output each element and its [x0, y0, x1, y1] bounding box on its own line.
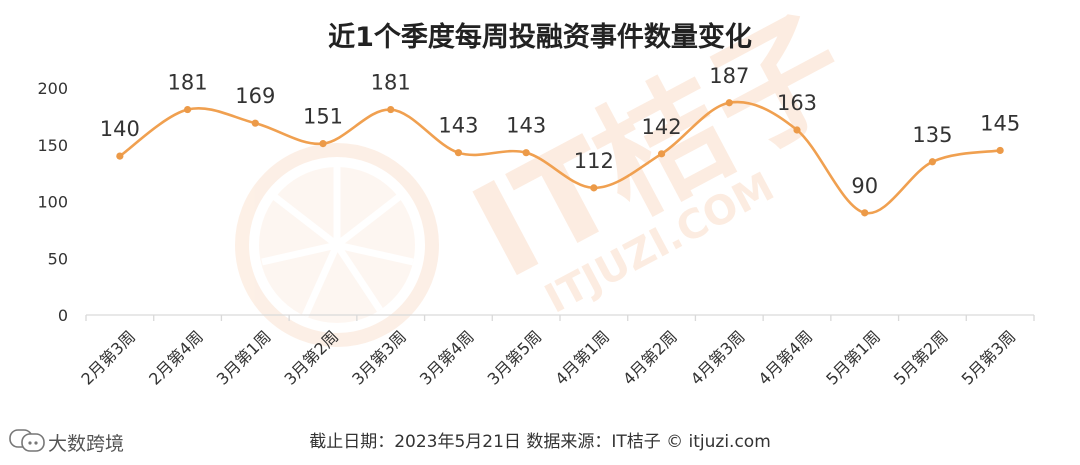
data-point: [928, 158, 937, 166]
data-label: 90: [851, 174, 878, 198]
series-line: [119, 100, 1001, 215]
x-tick-label: 5月第1周: [822, 327, 884, 389]
x-tick-label: 4月第4周: [755, 327, 817, 389]
data-point: [996, 146, 1004, 155]
data-point: [793, 126, 801, 134]
data-label: 187: [709, 64, 749, 88]
data-point: [522, 149, 530, 157]
x-tick-label: 3月第1周: [213, 327, 275, 389]
y-tick-label: 100: [37, 193, 68, 212]
data-label: 163: [777, 91, 817, 115]
x-tick-label: 3月第4周: [416, 327, 478, 389]
y-tick-label: 0: [58, 306, 68, 325]
data-label: 169: [235, 84, 275, 108]
y-axis: 0 50 100 150 200: [37, 79, 68, 325]
x-tick-label: 3月第5周: [484, 327, 546, 389]
y-tick-label: 200: [37, 79, 68, 98]
data-point: [251, 119, 259, 127]
x-tick-label: 5月第3周: [958, 327, 1020, 389]
data-point: [861, 209, 869, 217]
data-point: [183, 105, 192, 114]
footer-source: 截止日期：2023年5月21日 数据来源：IT桔子 © itjuzi.com: [309, 432, 771, 452]
corner-brand-text: 大数跨境: [48, 433, 124, 455]
x-tick-label: 5月第2周: [890, 327, 952, 389]
y-tick-label: 150: [37, 136, 68, 155]
y-tick-label: 50: [48, 249, 68, 268]
chart-title: 近1个季度每周投融资事件数量变化: [328, 21, 752, 53]
data-label: 181: [371, 71, 411, 95]
data-label: 135: [912, 123, 952, 147]
x-tick-label: 2月第3周: [77, 327, 139, 389]
orange-slice-logo: [235, 143, 439, 347]
x-tick-label: 4月第3周: [687, 327, 749, 389]
data-point: [590, 184, 598, 192]
data-label: 145: [980, 111, 1020, 135]
data-label: 142: [642, 115, 682, 139]
data-label: 181: [168, 71, 208, 95]
data-point: [319, 140, 327, 148]
data-point: [387, 105, 395, 114]
x-tick-label: 2月第4周: [145, 327, 207, 389]
x-tick-label: 4月第1周: [551, 327, 613, 389]
x-axis: 2月第3周 2月第4周 3月第1周 3月第2周 3月第3周 3月第4周 3月第5周 4月第1周…: [77, 315, 1035, 389]
data-label: 140: [100, 117, 140, 141]
chat-bubble-icon: [9, 429, 45, 452]
x-tick-label: 4月第2周: [619, 327, 681, 389]
corner-brand: 大数跨境: [9, 429, 124, 455]
data-label: 143: [506, 114, 546, 138]
series-layer: 140 181 169 151 181 143 143 112 142 187 163 90 135 14…: [100, 64, 1020, 217]
data-point: [116, 152, 124, 160]
data-label: 112: [574, 149, 614, 173]
data-point: [725, 99, 733, 107]
data-label: 143: [438, 114, 478, 138]
data-label: 151: [303, 105, 343, 129]
data-point: [454, 149, 463, 157]
data-point: [657, 150, 666, 158]
